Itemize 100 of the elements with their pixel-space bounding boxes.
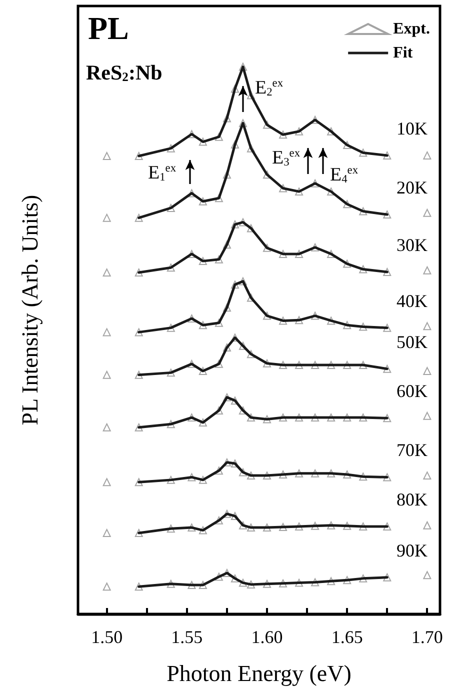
point [343, 361, 352, 370]
point [102, 478, 111, 486]
x-tick-label: 1.65 [331, 627, 363, 647]
point [166, 368, 175, 377]
point [423, 367, 432, 376]
point [327, 469, 336, 478]
point [263, 415, 272, 424]
point [279, 414, 288, 422]
point [230, 280, 239, 289]
annotation: 90K [396, 540, 428, 560]
point [359, 148, 368, 157]
point [383, 324, 392, 332]
point [222, 393, 231, 402]
point [102, 370, 111, 379]
point [102, 268, 111, 277]
point [238, 342, 247, 350]
annotation: 60K [396, 381, 428, 402]
point [102, 328, 111, 336]
point [359, 265, 368, 274]
x-axis-title: Photon Energy (eV) [166, 661, 352, 686]
point [311, 361, 320, 370]
point [359, 522, 368, 530]
legend-label: Fit [393, 44, 414, 62]
point [102, 214, 111, 222]
point [359, 207, 368, 216]
point [343, 200, 352, 208]
point [343, 470, 352, 478]
point [134, 423, 143, 432]
point [214, 572, 223, 581]
point [222, 458, 231, 466]
point [222, 304, 231, 312]
point [423, 412, 432, 420]
point [246, 580, 255, 588]
point [198, 418, 207, 426]
annotation: 80K [396, 489, 428, 510]
annotation: E1ex [148, 162, 176, 184]
point [246, 414, 255, 422]
point [279, 250, 288, 258]
point [263, 472, 272, 480]
point [198, 138, 207, 146]
point [263, 312, 272, 320]
point [311, 469, 320, 478]
point [423, 151, 432, 160]
point [263, 120, 272, 129]
point [230, 140, 239, 148]
point [230, 460, 239, 468]
point [423, 322, 432, 330]
point [343, 141, 352, 150]
point [198, 257, 207, 266]
point [311, 116, 320, 124]
point [295, 522, 304, 530]
point [102, 423, 111, 432]
point [279, 184, 288, 192]
x-tick-label: 1.50 [91, 627, 123, 647]
point [279, 470, 288, 478]
point [134, 582, 143, 591]
point [238, 468, 247, 476]
point [198, 197, 207, 206]
annotation: 70K [396, 440, 428, 460]
point [188, 414, 196, 422]
point [214, 318, 223, 327]
point [279, 361, 288, 370]
point [102, 152, 111, 160]
point [359, 414, 368, 422]
point [238, 119, 247, 128]
point [383, 151, 392, 160]
point [214, 466, 223, 475]
point [295, 316, 304, 324]
point [188, 581, 196, 589]
point [166, 580, 175, 588]
point [230, 396, 239, 405]
point [246, 350, 255, 358]
point [198, 367, 207, 376]
point [279, 316, 288, 325]
point [311, 522, 320, 530]
point [102, 529, 111, 538]
point [327, 361, 336, 370]
point [359, 322, 368, 331]
annotation: 10K [396, 118, 428, 138]
annotation: 50K [396, 332, 428, 352]
point [188, 524, 196, 532]
point [295, 188, 304, 196]
point [311, 578, 320, 586]
point [188, 130, 196, 138]
point [238, 277, 247, 286]
point [188, 473, 196, 482]
point [238, 521, 247, 530]
point [214, 255, 223, 264]
point [263, 244, 272, 252]
text: PL [88, 10, 129, 46]
point [134, 478, 143, 486]
point [166, 420, 175, 428]
point [198, 321, 207, 330]
point [238, 62, 247, 71]
point [383, 364, 392, 373]
point [327, 521, 336, 530]
point [423, 266, 432, 274]
point [295, 127, 304, 136]
point [166, 204, 175, 212]
point [166, 264, 175, 272]
